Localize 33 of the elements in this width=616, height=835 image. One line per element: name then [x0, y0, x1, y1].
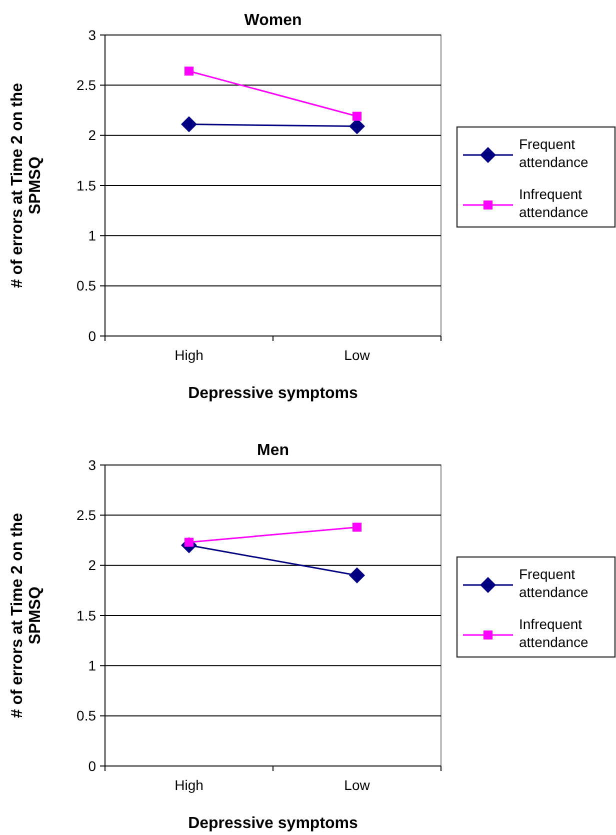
y-tick-label: 2 [88, 127, 96, 144]
y-tick-label: 1 [88, 658, 96, 674]
y-tick-label: 0 [88, 328, 96, 344]
x-tick-label: Low [344, 347, 371, 363]
x-tick-label: High [174, 347, 204, 363]
chart-title: Women [244, 12, 302, 29]
y-tick-label: 2.5 [76, 77, 96, 94]
y-tick-label: 0 [88, 758, 96, 774]
point [352, 112, 362, 121]
point [181, 116, 197, 132]
legend-label: Infrequent attendance [519, 186, 588, 220]
y-axis-title: # of errors at Time 2 on the SPMSQ [9, 82, 44, 288]
legend-label: Infrequent attendance [519, 616, 588, 650]
legend-label: Frequent attendance [519, 136, 588, 170]
x-tick-label: High [174, 777, 204, 793]
chart-title: Men [257, 442, 289, 459]
legend-label: Frequent attendance [519, 566, 588, 600]
point [349, 567, 365, 584]
y-tick-label: 1.5 [76, 607, 96, 624]
point [184, 66, 194, 76]
y-tick-label: 1 [88, 228, 96, 244]
x-axis-title: Depressive symptoms [188, 815, 358, 832]
point [352, 522, 362, 532]
y-axis-title: # of errors at Time 2 on the SPMSQ [9, 512, 44, 718]
y-tick-label: 3 [88, 26, 96, 43]
y-tick-label: 0.5 [76, 708, 96, 724]
y-tick-label: 0.5 [76, 278, 96, 294]
y-tick-label: 2.5 [76, 507, 96, 524]
x-axis-title: Depressive symptoms [188, 385, 358, 402]
y-tick-label: 2 [88, 557, 96, 574]
x-tick-label: Low [344, 777, 371, 793]
y-tick-label: 3 [88, 456, 96, 473]
y-tick-label: 1.5 [76, 177, 96, 194]
